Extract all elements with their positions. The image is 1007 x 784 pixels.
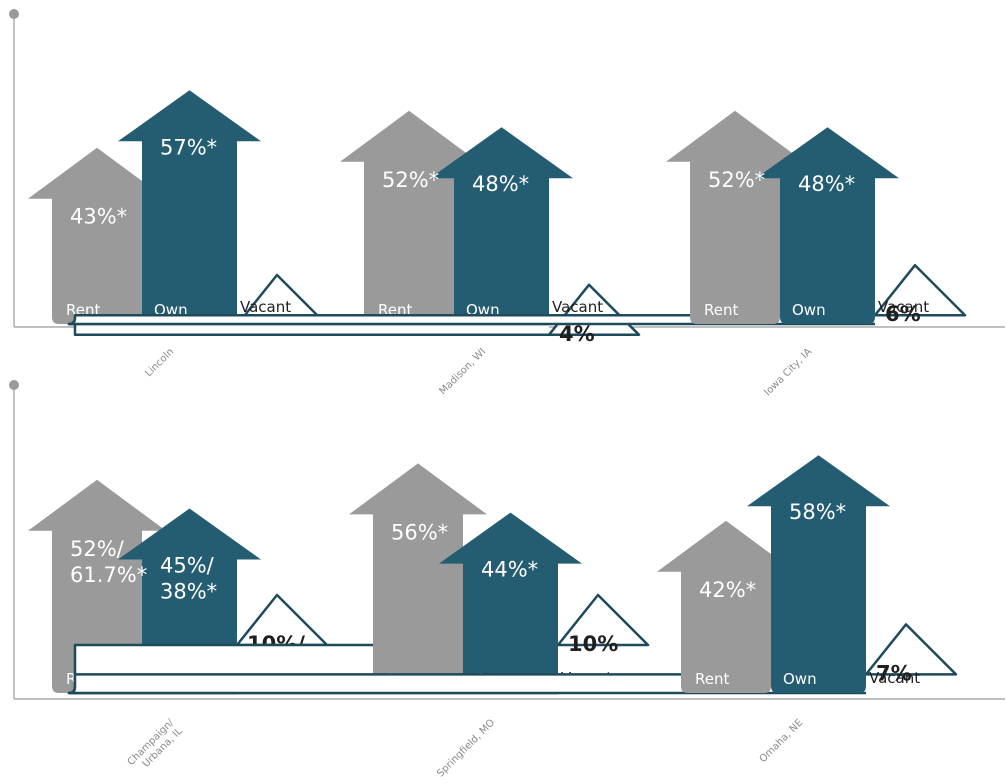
category-tick-label: Springfield, MO — [435, 717, 497, 779]
bar-own — [439, 512, 582, 693]
data-label-own: 58%* — [789, 500, 846, 524]
chart-panel-1: 43%*57%*5%RentOwnVacantLincoln52%*48%*4%… — [9, 9, 1005, 398]
bar-own — [756, 127, 899, 324]
bar-rent — [28, 479, 166, 693]
data-label-rent: 42%* — [699, 578, 756, 602]
bar-rent — [349, 463, 487, 693]
category-tick-label: Iowa City, IA — [762, 346, 814, 398]
data-label-rent: 56%* — [391, 520, 448, 544]
data-label-vacant: 7% — [876, 661, 912, 685]
series-label-vacant: Vacant — [552, 298, 603, 316]
category-tick-label: Omaha, NE — [758, 717, 806, 765]
series-label-vacant: Vacant — [878, 298, 929, 316]
data-label-own: 48%* — [472, 172, 529, 196]
bar-group-2-1: 52%/61.7%*45%/38%*10%/13%RentOwnVacantCh… — [28, 479, 329, 776]
chart-panel-2: 52%/61.7%*45%/38%*10%/13%RentOwnVacantCh… — [9, 380, 1005, 779]
data-label-rent: 52%* — [382, 168, 439, 192]
y-axis-cap — [9, 9, 19, 19]
series-label-own: Own — [792, 301, 826, 319]
category-tick-label: Champaign/Urbana, IL — [126, 717, 185, 776]
data-label-own: 44%* — [481, 558, 538, 582]
bar-rent — [28, 147, 166, 324]
series-label-vacant: Vacant — [869, 669, 920, 687]
data-label-rent: 52%* — [708, 168, 765, 192]
series-label-rent: Rent — [704, 301, 738, 319]
bar-rent — [657, 520, 795, 693]
bar-group-1-3: 52%* 48%* 6% Rent Own Vacant Iowa City, IA — [67, 110, 967, 398]
bar-own — [747, 455, 890, 693]
bar-rent — [340, 110, 478, 324]
series-label-own: Own — [783, 670, 817, 688]
category-tick-label: Lincoln — [143, 346, 176, 379]
data-label-own: 57%* — [160, 135, 217, 159]
data-label-vacant: 6% — [885, 302, 921, 326]
data-label-rent: 43%* — [70, 205, 127, 229]
bar-vacant — [67, 263, 967, 326]
bar-own — [118, 90, 261, 324]
y-axis-cap — [9, 380, 19, 390]
data-label-own: 45%/38%* — [160, 554, 217, 604]
bar-group-2-3: 42%* 58%* 7% Rent Own Vacant Omaha, NE — [67, 455, 958, 765]
series-label-rent: Rent — [695, 670, 729, 688]
series-label-vacant: Vacant — [240, 298, 291, 316]
data-label-rent: 52%/61.7%* — [70, 537, 147, 587]
data-label-vacant: 4% — [559, 322, 595, 346]
data-label-own: 48%* — [798, 172, 855, 196]
category-tick-label: Madison, WI — [437, 346, 488, 397]
bar-own — [430, 127, 573, 324]
bar-rent — [666, 110, 804, 324]
data-label-vacant: 10% — [568, 632, 618, 656]
